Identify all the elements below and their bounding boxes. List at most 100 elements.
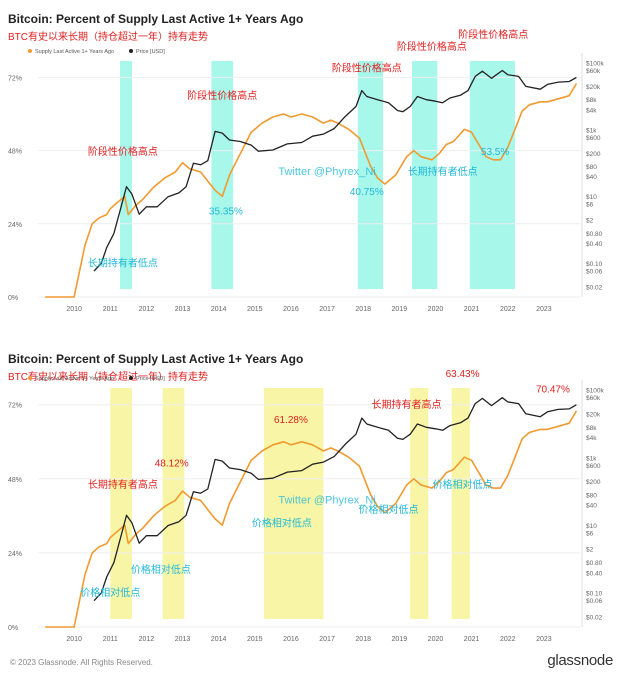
highlight-band-5 xyxy=(469,61,515,289)
annotation-label: 70.47% xyxy=(536,384,570,395)
annotation-label: 价格相对低点 xyxy=(131,563,191,576)
annotation-label: 53.5% xyxy=(481,147,509,158)
chart-svg-1: 0% 24% 48% 72% $100k$60k $20k $8k $4k $1k$600 $20… xyxy=(8,28,604,313)
watermark-text: Twitter @Phyrex_Ni xyxy=(278,166,375,178)
x-tick-label: 2016 xyxy=(283,636,299,643)
legend-marker-supply xyxy=(28,376,32,380)
x-tick-label: 2020 xyxy=(428,636,444,643)
x-tick-label: 2023 xyxy=(536,306,552,313)
annotation-label: 价格相对低点 xyxy=(358,503,418,516)
y-left-tick-label: 24% xyxy=(8,551,22,558)
y-right-tick-label: $0.06 xyxy=(586,598,603,605)
y-right-tick-label: $0.06 xyxy=(586,268,603,275)
annotation-label: 61.28% xyxy=(274,415,308,426)
watermark-text: Twitter @Phyrex_Ni xyxy=(278,495,375,507)
annotation-label: 63.43% xyxy=(446,369,480,380)
x-tick-label: 2019 xyxy=(392,306,408,313)
y-right-tick-label: $10 xyxy=(586,523,597,530)
x-tick-label: 2017 xyxy=(319,636,335,643)
y-right-tick-label: $0.02 xyxy=(586,614,603,621)
highlight-band-3 xyxy=(263,388,324,619)
y-right-tick-label: $20k xyxy=(586,84,601,91)
y-right-tick-label: $40 xyxy=(586,503,597,510)
y-right-tick-label: $10 xyxy=(586,194,597,201)
highlight-band-3 xyxy=(357,61,384,289)
y-right-tick-label: $0.40 xyxy=(586,570,603,577)
x-tick-label: 2022 xyxy=(500,636,516,643)
legend-marker-supply xyxy=(28,49,32,53)
y-right-tick-label: $2 xyxy=(586,218,594,225)
legend-label-price: Price [USD] xyxy=(136,376,165,382)
y-right-tick-label: $0.80 xyxy=(586,560,603,567)
x-tick-label: 2014 xyxy=(211,306,227,313)
y-left-tick-label: 0% xyxy=(8,625,18,632)
y-right-tick-label: $4k xyxy=(586,107,597,114)
highlight-band-2 xyxy=(162,388,185,619)
legend-label-price: Price [USD] xyxy=(136,49,165,55)
y-right-tick-label: $200 xyxy=(586,151,601,158)
chart-title: Bitcoin: Percent of Supply Last Active 1… xyxy=(8,352,304,366)
annotation-label: 价格相对低点 xyxy=(80,586,140,599)
series-line-supply xyxy=(45,83,578,298)
y-right-tick-label: $6 xyxy=(586,531,594,538)
annotation-label: 长期持有者高点 xyxy=(88,478,158,491)
y-right-tick-label: $200 xyxy=(586,479,601,486)
x-tick-label: 2019 xyxy=(392,636,408,643)
legend-label-supply: Supply Last Active 1+ Years Ago xyxy=(35,49,114,55)
y-right-tick-label: $1k xyxy=(586,127,597,134)
legend-marker-price xyxy=(129,376,133,380)
y-right-tick-label: $0.10 xyxy=(586,261,603,268)
highlight-band-1 xyxy=(110,388,132,619)
x-tick-label: 2014 xyxy=(211,636,227,643)
x-tick-label: 2018 xyxy=(355,636,371,643)
y-right-tick-label: $100k xyxy=(586,61,604,68)
y-right-tick-label: $80 xyxy=(586,164,597,171)
y-right-tick-label: $600 xyxy=(586,463,601,470)
y-right-tick-label: $60k xyxy=(586,395,601,402)
y-right-tick-label: $600 xyxy=(586,135,601,142)
chart-svg-2: 0% 24% 48% 72% $100k$60k $20k $8k $4k $1k$600 $20… xyxy=(8,369,604,643)
x-tick-label: 2011 xyxy=(103,306,118,313)
annotation-label: 阶段性价格高点 xyxy=(332,61,402,74)
y-right-tick-label: $0.10 xyxy=(586,591,603,598)
y-right-tick-label: $8k xyxy=(586,425,597,432)
x-tick-label: 2023 xyxy=(536,636,552,643)
x-tick-label: 2012 xyxy=(139,306,155,313)
x-tick-label: 2015 xyxy=(247,306,263,313)
series-line-supply xyxy=(45,410,578,628)
y-right-tick-label: $2 xyxy=(586,547,594,554)
y-right-tick-label: $0.40 xyxy=(586,241,603,248)
annotation-label: 阶段性价格高点 xyxy=(187,89,257,102)
brand-logo: glassnode xyxy=(547,652,613,669)
y-right-tick-label: $1k xyxy=(586,455,597,462)
annotation-label: 阶段性价格高点 xyxy=(88,145,158,158)
x-tick-label: 2018 xyxy=(355,306,371,313)
annotation-label: 长期持有者高点 xyxy=(372,398,442,411)
x-tick-label: 2010 xyxy=(66,636,82,643)
chart-subtitle: BTC有史以来长期（持仓超过一年）持有走势 xyxy=(8,372,208,383)
chart-panel-1: Bitcoin: Percent of Supply Last Active 1… xyxy=(0,0,625,320)
annotation-label: 价格相对低点 xyxy=(433,478,493,491)
annotation-label: 40.75% xyxy=(350,187,384,198)
y-right-tick-label: $0.80 xyxy=(586,231,603,238)
y-right-tick-label: $0.02 xyxy=(586,284,603,291)
chart-title: Bitcoin: Percent of Supply Last Active 1… xyxy=(8,12,304,26)
x-tick-label: 2013 xyxy=(175,306,191,313)
y-left-tick-label: 24% xyxy=(8,222,22,229)
annotation-label: 长期持有者低点 xyxy=(88,257,158,270)
x-tick-label: 2021 xyxy=(464,306,480,313)
x-tick-label: 2020 xyxy=(428,306,444,313)
y-left-tick-label: 72% xyxy=(8,75,22,82)
legend: Supply Last Active 1+ Years Ago Price [US… xyxy=(28,376,165,382)
y-left-tick-label: 48% xyxy=(8,477,22,484)
x-tick-label: 2010 xyxy=(66,306,82,313)
y-right-tick-label: $60k xyxy=(586,68,601,75)
y-left-tick-label: 0% xyxy=(8,295,18,302)
highlight-band-1 xyxy=(120,61,132,289)
y-right-tick-label: $80 xyxy=(586,492,597,499)
y-left-tick-label: 72% xyxy=(8,403,22,410)
chart-panel-2: Bitcoin: Percent of Supply Last Active 1… xyxy=(0,340,625,650)
annotation-label: 价格相对低点 xyxy=(252,517,312,530)
highlight-band-2 xyxy=(211,61,234,289)
x-tick-label: 2021 xyxy=(464,636,480,643)
